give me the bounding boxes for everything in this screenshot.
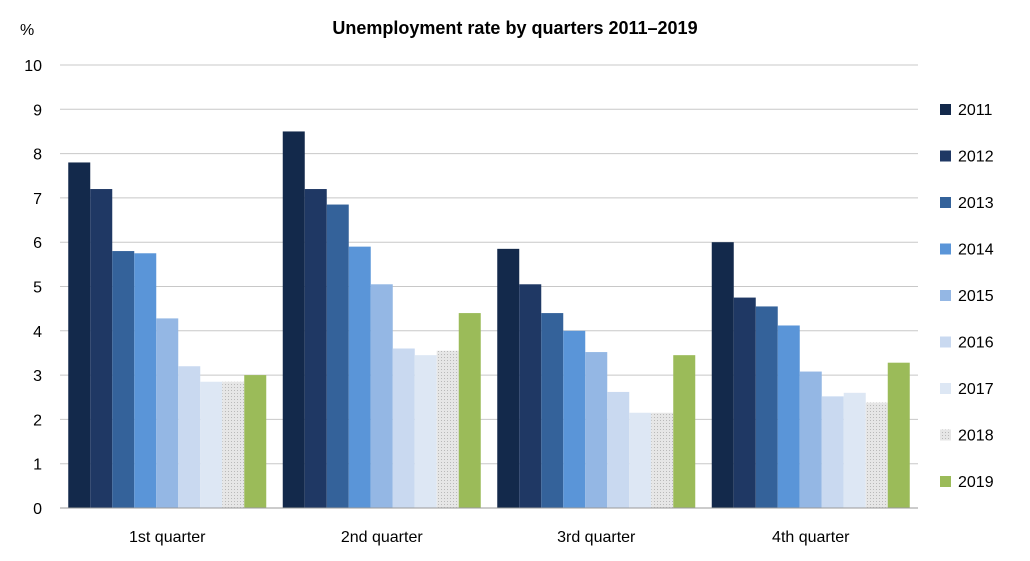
y-tick-label: 1: [33, 457, 42, 474]
bar-2011-4: [711, 242, 734, 508]
x-category-label: 3rd quarter: [557, 529, 636, 546]
x-category-label: 1st quarter: [129, 529, 206, 546]
legend-swatch-2018: [940, 429, 951, 441]
bar-2018-1: [222, 381, 245, 508]
legend-swatch-2016: [940, 336, 951, 348]
legend-swatch-2014: [940, 243, 951, 255]
bar-2014-3: [563, 330, 586, 508]
bar-2017-1: [200, 381, 223, 508]
y-tick-label: 3: [33, 368, 42, 385]
bar-2015-1: [156, 318, 179, 508]
bar-2019-2: [458, 313, 481, 508]
bar-2015-4: [799, 371, 822, 508]
x-category-label: 4th quarter: [772, 529, 850, 546]
bar-2014-4: [777, 325, 800, 508]
y-tick-label: 10: [24, 58, 42, 75]
bar-2019-3: [673, 355, 696, 508]
bar-2014-1: [134, 253, 157, 508]
bar-2015-3: [585, 352, 608, 508]
legend-swatch-2011: [940, 104, 951, 115]
bar-2013-1: [112, 251, 135, 508]
bar-2018-3: [651, 412, 674, 508]
bar-2017-3: [629, 412, 652, 508]
y-axis-unit-label: %: [20, 22, 35, 39]
legend-label-2016: 2016: [958, 335, 994, 352]
bar-2017-4: [843, 392, 866, 508]
legend-swatch-2017: [940, 383, 951, 394]
legend-swatch-2019: [940, 476, 951, 487]
bar-2019-1: [244, 375, 267, 508]
bar-2012-4: [733, 297, 756, 508]
y-tick-label: 5: [33, 280, 42, 297]
y-tick-label: 4: [33, 324, 42, 341]
bar-2011-3: [497, 248, 520, 508]
y-tick-label: 7: [33, 191, 42, 208]
legend-label-2014: 2014: [958, 242, 994, 259]
bar-2015-2: [370, 284, 393, 508]
bar-2012-1: [90, 189, 113, 509]
y-tick-label: 2: [33, 412, 42, 429]
bar-2016-2: [392, 348, 415, 508]
y-tick-label: 0: [33, 501, 42, 518]
bar-2017-2: [414, 355, 437, 508]
y-tick-label: 9: [33, 102, 42, 119]
bar-2016-1: [178, 366, 201, 508]
legend-label-2019: 2019: [958, 474, 994, 491]
bar-2016-3: [607, 391, 630, 508]
bars: [68, 131, 910, 509]
legend: 2011 2012 2013 2014 2015 2016 2017 2018 2019: [940, 102, 994, 491]
bar-2016-4: [821, 396, 844, 508]
y-tick-label: 8: [33, 147, 42, 164]
chart-title: Unemployment rate by quarters 2011–2019: [332, 18, 698, 38]
legend-swatch-2015: [940, 290, 951, 301]
bar-2013-4: [755, 306, 778, 508]
bar-2018-2: [436, 350, 459, 508]
y-tick-label: 6: [33, 235, 42, 252]
bar-2014-2: [348, 246, 371, 508]
bar-2013-2: [326, 204, 349, 509]
bar-2012-3: [519, 284, 542, 508]
bar-2018-4: [865, 402, 888, 508]
bar-2011-2: [282, 131, 305, 508]
axes: 0 1 2 3 4 5 6 7 8 9 10 1st quarter 2nd quarter 3rd qu…: [24, 58, 918, 546]
bar-2012-2: [304, 189, 327, 509]
legend-swatch-2013: [940, 197, 951, 208]
bar-2013-3: [541, 313, 564, 508]
legend-label-2012: 2012: [958, 149, 994, 166]
bar-2019-4: [887, 362, 910, 508]
legend-label-2015: 2015: [958, 288, 994, 305]
legend-label-2018: 2018: [958, 428, 994, 445]
x-category-label: 2nd quarter: [341, 529, 424, 546]
legend-label-2013: 2013: [958, 195, 994, 212]
bar-2011-1: [68, 162, 91, 508]
legend-swatch-2012: [940, 150, 951, 162]
legend-label-2017: 2017: [958, 381, 994, 398]
legend-label-2011: 2011: [958, 102, 993, 119]
